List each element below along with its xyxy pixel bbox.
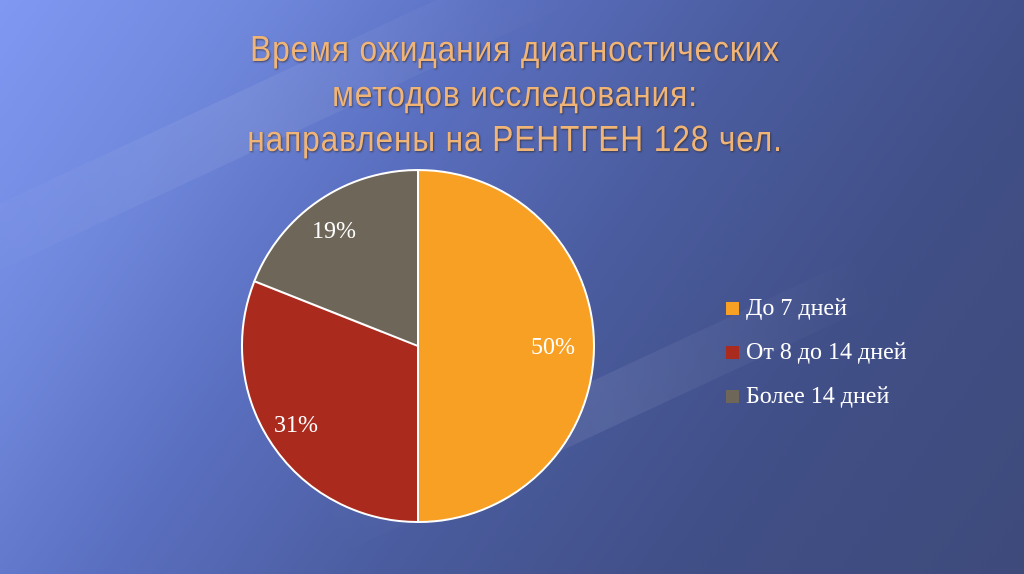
- title-line-3: направлены на РЕНТГЕН 128 чел.: [247, 118, 783, 159]
- legend-label: От 8 до 14 дней: [746, 338, 907, 365]
- legend-label: Более 14 дней: [746, 382, 890, 409]
- legend-swatch-gray: [726, 389, 739, 403]
- slice-label-up-to-7-days: 50%: [531, 334, 575, 360]
- slice-label-8-to-14-days: 31%: [274, 412, 318, 438]
- chart-legend: До 7 дней От 8 до 14 дней Более 14 дней: [726, 286, 907, 418]
- legend-swatch-orange: [726, 301, 739, 315]
- pie-slice-8-to-14-days: [241, 279, 419, 524]
- title-line-1: Время ожидания диагностических: [250, 28, 780, 69]
- legend-item-8-to-14-days: От 8 до 14 дней: [726, 330, 907, 374]
- title-line-2: методов исследования:: [332, 73, 698, 114]
- slice-label-over-14-days: 19%: [312, 218, 356, 244]
- legend-item-up-to-7-days: До 7 дней: [726, 286, 907, 330]
- slide-title: Время ожидания диагностических методов и…: [194, 26, 836, 161]
- legend-swatch-red: [726, 345, 739, 359]
- pie-slice-up-to-7-days: [417, 168, 595, 524]
- legend-label: До 7 дней: [746, 294, 847, 321]
- legend-item-over-14-days: Более 14 дней: [726, 374, 907, 418]
- pie-slice-over-14-days: [253, 168, 419, 348]
